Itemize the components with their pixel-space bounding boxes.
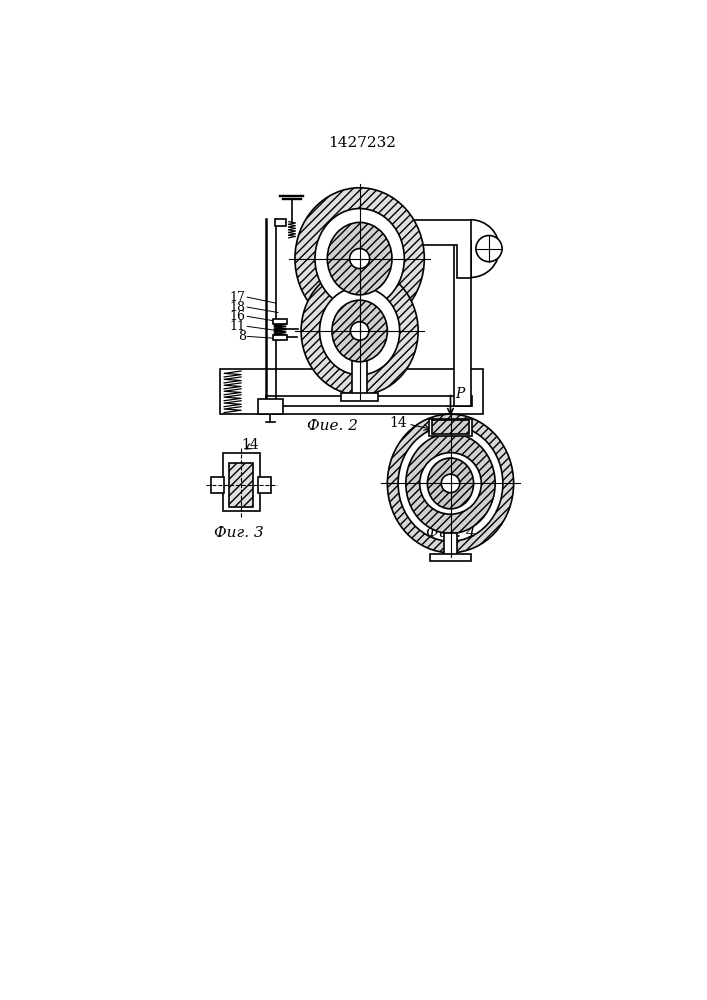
Bar <box>454 241 471 406</box>
Circle shape <box>441 474 460 493</box>
Circle shape <box>420 453 481 514</box>
Bar <box>211 477 224 493</box>
Ellipse shape <box>428 458 474 509</box>
Ellipse shape <box>332 300 387 362</box>
Bar <box>275 219 286 226</box>
Ellipse shape <box>295 188 424 329</box>
Text: Фиг. 4: Фиг. 4 <box>426 526 475 540</box>
Bar <box>223 453 259 511</box>
Ellipse shape <box>327 222 392 295</box>
Text: А – А: А – А <box>334 198 378 215</box>
Bar <box>444 533 457 555</box>
Ellipse shape <box>398 426 503 541</box>
Bar <box>266 396 472 406</box>
Text: P: P <box>455 387 464 401</box>
Text: 18: 18 <box>230 301 246 314</box>
Ellipse shape <box>301 267 418 395</box>
Bar <box>352 360 368 397</box>
Circle shape <box>350 249 370 269</box>
Ellipse shape <box>406 433 495 533</box>
Bar <box>219 369 483 414</box>
Bar <box>429 419 472 436</box>
Polygon shape <box>308 220 471 278</box>
Text: 1427232: 1427232 <box>328 136 396 150</box>
Bar <box>431 554 471 561</box>
Text: 8: 8 <box>238 330 246 343</box>
Text: 14: 14 <box>390 416 407 430</box>
Text: 11: 11 <box>230 320 246 333</box>
Bar <box>258 399 283 414</box>
Ellipse shape <box>320 287 399 375</box>
Bar <box>432 420 469 434</box>
Ellipse shape <box>315 209 404 309</box>
Text: 14: 14 <box>241 438 259 452</box>
Bar <box>258 477 271 493</box>
Text: 17: 17 <box>230 291 246 304</box>
Text: Фиe. 2: Фиe. 2 <box>308 419 358 433</box>
Circle shape <box>351 322 369 340</box>
Text: 16: 16 <box>230 310 246 323</box>
Ellipse shape <box>387 414 514 553</box>
Bar <box>274 319 287 324</box>
Bar <box>229 463 253 507</box>
Circle shape <box>476 235 502 262</box>
Bar <box>274 335 287 340</box>
Bar <box>341 393 378 401</box>
Text: Фиг. 3: Фиг. 3 <box>214 526 264 540</box>
